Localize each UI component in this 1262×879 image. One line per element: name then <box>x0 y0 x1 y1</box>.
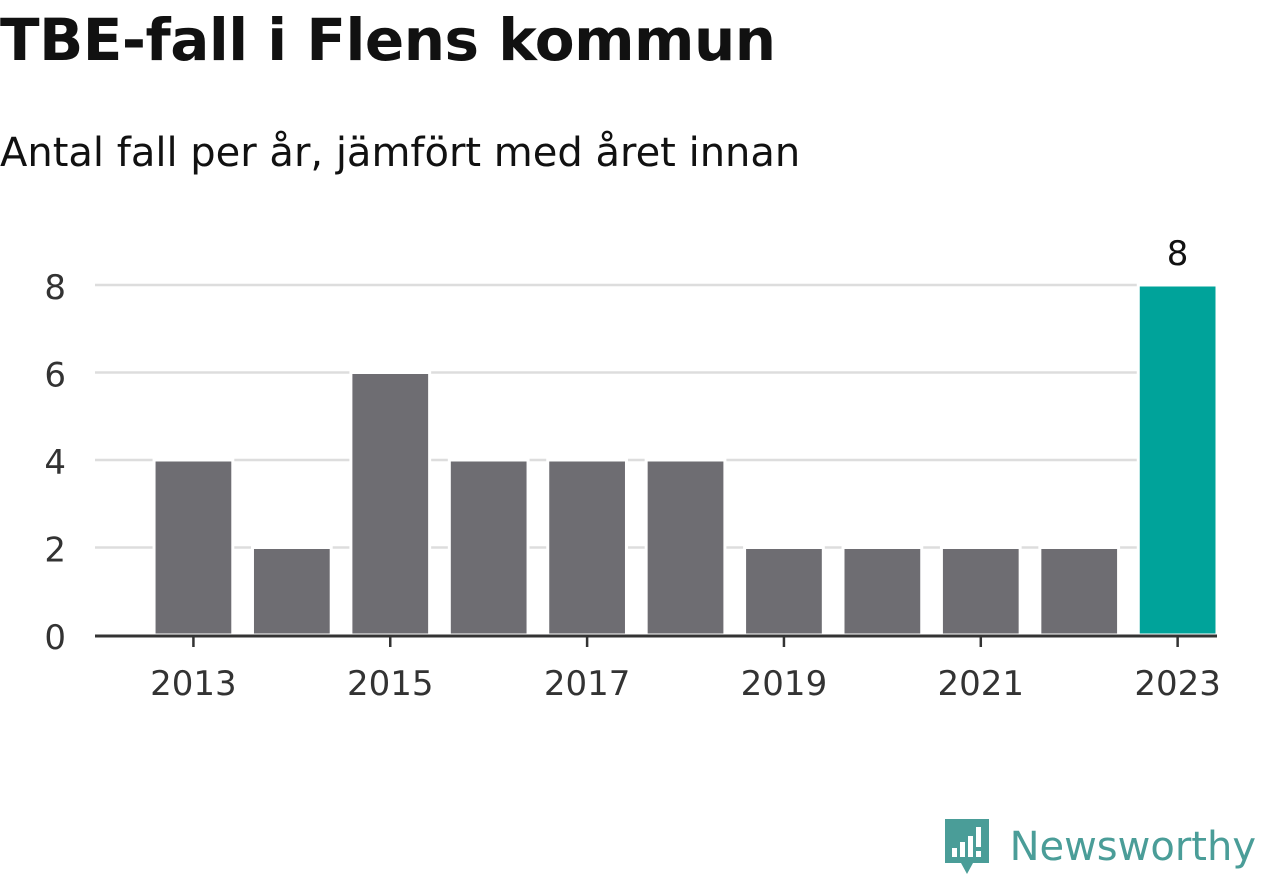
bar-2016 <box>447 458 530 637</box>
bar-2020 <box>841 546 924 637</box>
x-tick-label: 2017 <box>544 664 631 704</box>
bar-2018 <box>644 458 727 637</box>
x-tick-label: 2013 <box>150 664 237 704</box>
bar-2023 <box>1136 283 1219 637</box>
bar-2014 <box>250 546 333 637</box>
bar-2019 <box>743 546 825 637</box>
chart-title: TBE-fall i Flens kommun <box>0 6 776 74</box>
chart-subtitle: Antal fall per år, jämfört med året inna… <box>0 130 801 176</box>
newsworthy-logo: Newsworthy <box>942 816 1256 878</box>
y-tick-label: 6 <box>44 356 66 396</box>
bar-2015 <box>349 371 432 637</box>
x-tick-label: 2019 <box>741 664 828 704</box>
y-tick-label: 0 <box>44 618 66 658</box>
bar-2017 <box>546 458 628 637</box>
y-tick-label: 2 <box>44 531 66 571</box>
x-tick-label: 2015 <box>347 664 434 704</box>
x-tick-label: 2023 <box>1134 664 1221 704</box>
bar-2022 <box>1038 546 1121 637</box>
y-tick-label: 4 <box>44 443 66 483</box>
bar-2013 <box>152 458 235 637</box>
bar-chart: 0 2 4 6 8 8 2013 2015 2017 2019 2021 2023 <box>44 234 1221 704</box>
bar-2021 <box>939 546 1022 637</box>
x-tick-label: 2021 <box>938 664 1025 704</box>
brand-name: Newsworthy <box>1009 824 1256 870</box>
y-tick-label: 8 <box>44 268 66 308</box>
data-label: 8 <box>1167 234 1189 274</box>
bar-chart-speech-bubble-icon <box>944 819 989 874</box>
